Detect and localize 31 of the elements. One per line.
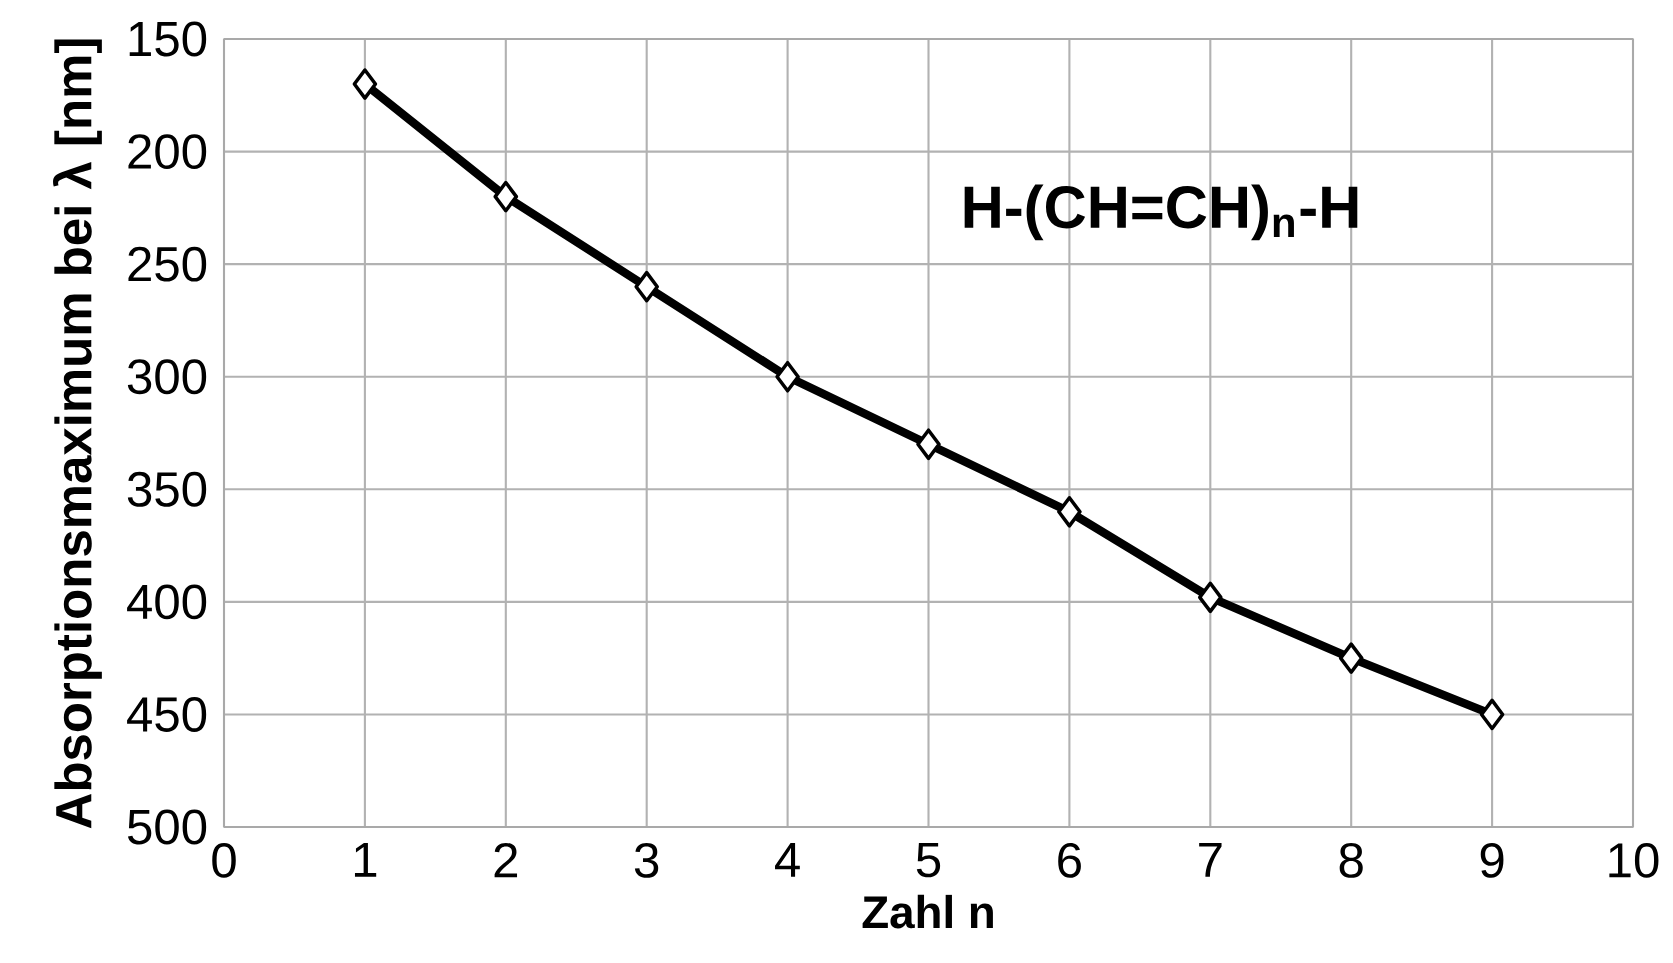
x-tick-label: 6 (1058, 842, 1081, 878)
y-tick-label: 150 (129, 21, 207, 57)
point (1197, 581, 1223, 614)
x-tick-label: 1 (354, 842, 377, 877)
x-tick-label: 4 (775, 842, 800, 877)
point (1338, 642, 1364, 674)
x-axis-title: Zahl n (862, 894, 993, 929)
point (352, 68, 378, 100)
point (493, 180, 519, 213)
x-tick-label: 9 (1480, 842, 1504, 878)
x-tick-label: 0 (212, 842, 236, 878)
y-axis-title: Absorptionsmaximum bei λ [nm] (53, 39, 102, 829)
x-tick-label: 5 (916, 842, 941, 878)
x-tick-label: 7 (1199, 842, 1222, 877)
x-tick-label: 2 (494, 842, 518, 878)
x-tick-label: 3 (634, 842, 659, 878)
y-tick-label: 350 (127, 471, 207, 507)
point (775, 360, 800, 393)
y-tick-label: 250 (128, 246, 207, 282)
point (916, 428, 941, 461)
y-tick-label: 200 (128, 134, 207, 170)
text: H-(CH=CH)$_{n}$-H (964, 184, 1358, 241)
y-tick-label: 450 (127, 696, 207, 732)
x-tick-label: 10 (1609, 842, 1659, 878)
point (1479, 698, 1505, 731)
y-tick-label: 400 (127, 584, 207, 620)
point (1057, 495, 1082, 528)
y-tick-label: 300 (127, 359, 207, 395)
x-tick-label: 8 (1339, 842, 1363, 878)
y-tick-label: 500 (127, 809, 207, 845)
point (634, 270, 660, 303)
